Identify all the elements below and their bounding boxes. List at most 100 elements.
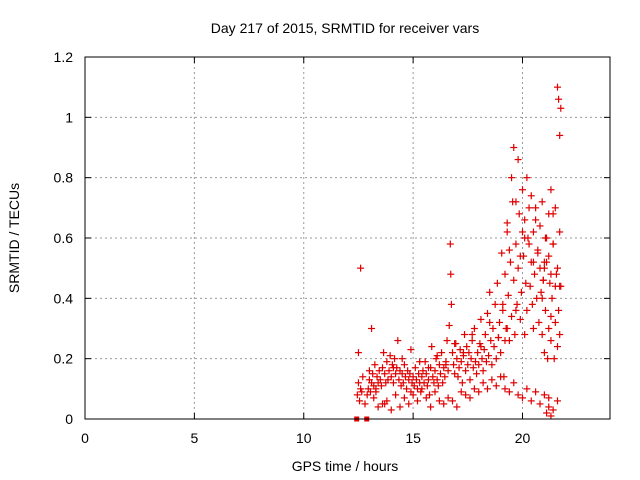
scatter-point [516,252,524,260]
scatter-point [389,379,397,387]
scatter-point [407,346,415,354]
scatter-point [492,355,500,363]
scatter-point [447,300,455,308]
scatter-point [431,388,439,396]
scatter-point [475,361,483,369]
scatter-point [440,400,448,408]
scatter-point [481,331,489,339]
scatter-point [429,373,437,381]
scatter-point [380,349,388,357]
scatter-point [554,397,561,405]
scatter-point [373,373,381,381]
scatter-point [457,388,465,396]
scatter-point [488,376,496,384]
scatter-point [523,174,531,182]
scatter-point [466,394,474,402]
scatter-point [446,240,454,248]
scatter-point [374,403,382,411]
scatter-point [501,337,509,345]
scatter-point [540,258,548,266]
scatter-point [406,370,414,378]
scatter-point [503,228,511,236]
scatter-point [470,325,478,332]
scatter-point [485,352,493,360]
scatter-point [453,403,461,411]
scatter-point [538,198,546,206]
scatter-point [497,373,505,381]
scatter-point [512,306,520,314]
scatter-point [499,306,507,314]
y-tick-label: 0 [65,411,73,427]
scatter-point [547,412,555,420]
scatter-point [541,234,549,242]
scatter-point [496,318,504,326]
scatter-point [505,388,513,396]
scatter-point [444,367,452,375]
scatter-point [538,294,546,302]
scatter-point [523,306,531,314]
scatter-point [493,279,501,287]
scatter-point [459,349,467,357]
scatter-point [479,379,487,387]
scatter-point [529,228,537,236]
scatter-point [357,264,365,272]
scatter-point [508,312,516,320]
scatter-point [458,379,466,387]
scatter-point [455,364,463,372]
x-axis-label: GPS time / hours [292,458,399,474]
x-tick-label: 10 [296,430,312,446]
scatter-point [543,409,551,417]
scatter-point [479,367,487,375]
scatter-point [392,391,400,399]
scatter-point [450,361,458,369]
scatter-point [401,373,409,381]
scatter-point [377,382,385,390]
scatter-point [504,291,512,299]
scatter-point [359,373,367,381]
scatter-point [383,358,391,366]
scatter-point [405,400,413,408]
scatter-point [534,246,542,254]
scatter-point [405,376,413,384]
scatter-point [409,391,417,399]
scatter-point [551,204,559,212]
scatter-point [368,325,376,332]
scatter-point [486,318,494,326]
scatter-point [462,367,470,375]
y-axis-label: SRMTID / TECUs [6,183,22,293]
scatter-point [433,352,441,360]
scatter-point [463,343,471,351]
scatter-point [536,400,544,408]
scatter-point [550,355,558,363]
scatter-point [469,364,477,372]
scatter-point [435,397,443,405]
x-tick-label: 0 [81,430,89,446]
scatter-point [482,358,490,366]
scatter-point [519,186,526,194]
scatter-point [513,300,521,308]
scatter-point [503,325,511,332]
scatter-point [475,388,483,396]
scatter-point [384,376,392,384]
scatter-point [494,334,502,342]
scatter-point [354,349,362,357]
scatter-point [409,373,417,381]
scatter-point [410,382,418,390]
scatter-point [470,385,478,393]
scatter-point [468,331,476,339]
scatter-point [529,258,537,266]
scatter-point [400,361,408,369]
scatter-point [540,391,548,399]
scatter-point [484,385,491,393]
scatter-point [426,391,434,399]
scatter-point [357,385,365,393]
scatter-point [510,379,518,387]
scatter-point [381,400,389,408]
y-tick-label: 1.2 [54,49,74,65]
scatter-point [490,343,498,351]
scatter-point [489,325,497,332]
scatter-point [549,406,557,414]
scatter-point [415,370,423,378]
scatter-point [433,376,441,384]
scatter-point [473,370,481,378]
